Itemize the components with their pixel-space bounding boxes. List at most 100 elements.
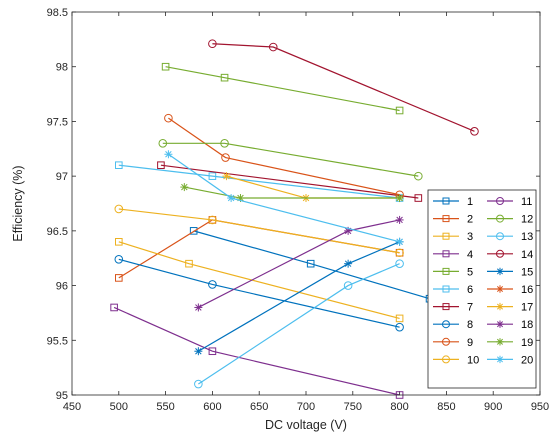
legend-item: 2: [433, 214, 473, 226]
series-line: [118, 164, 400, 199]
series-3: [115, 238, 404, 323]
data-point-square: [442, 285, 450, 293]
asterisk-stroke: [496, 321, 504, 328]
data-point-square: [395, 106, 404, 115]
series-13: [194, 259, 404, 389]
legend-label: 10: [467, 354, 479, 366]
y-tick-label: 95.5: [47, 335, 68, 347]
series-20: [164, 150, 404, 246]
data-point-square: [161, 62, 170, 71]
legend-item: 5: [433, 266, 473, 278]
series-5: [161, 62, 404, 115]
legend-label: 8: [467, 319, 473, 331]
data-point-circle: [158, 139, 168, 148]
data-point-square: [185, 259, 193, 268]
legend-label: 12: [521, 214, 533, 226]
legend-item: 10: [433, 354, 479, 366]
series-14: [208, 39, 479, 136]
legend-label: 18: [521, 319, 533, 331]
data-point-circle: [194, 379, 203, 389]
legend-label: 16: [521, 284, 533, 296]
y-axis-title: Efficiency (%): [11, 165, 25, 241]
series-12: [158, 139, 423, 181]
data-point-circle: [395, 248, 404, 258]
data-point-square: [442, 267, 450, 275]
data-point-asterisk: [395, 215, 404, 224]
legend-item: 7: [433, 302, 473, 314]
series-line: [198, 263, 400, 385]
legend-item: 17: [487, 302, 533, 314]
x-tick-label: 450: [63, 401, 81, 413]
data-point-circle: [442, 355, 450, 364]
data-point-circle: [496, 249, 504, 258]
data-point-circle: [343, 281, 353, 290]
legend-item: 20: [487, 354, 533, 366]
data-point-square: [442, 197, 450, 205]
data-point-circle: [395, 259, 404, 268]
x-axis-title: DC voltage (V): [265, 418, 347, 432]
legend-label: 9: [467, 337, 473, 349]
series-line: [118, 241, 400, 319]
x-tick-label: 500: [110, 401, 128, 413]
asterisk-stroke: [496, 285, 504, 293]
data-point-square: [442, 250, 450, 258]
data-point-circle: [496, 197, 504, 205]
data-point-square: [115, 274, 123, 282]
y-tick-label: 98.5: [47, 7, 68, 19]
series-line: [118, 208, 400, 254]
data-point-asterisk: [496, 267, 504, 276]
data-point-asterisk: [496, 355, 504, 364]
data-point-circle: [208, 280, 217, 289]
series-line: [118, 258, 400, 328]
asterisk-stroke: [496, 268, 504, 275]
legend-label: 6: [467, 284, 473, 296]
asterisk-stroke: [344, 260, 352, 267]
y-tick-label: 95: [56, 390, 68, 402]
data-point-asterisk: [180, 183, 189, 192]
asterisk-stroke: [181, 183, 188, 191]
data-point-asterisk: [496, 338, 504, 346]
data-point-square: [208, 347, 217, 356]
data-point-circle: [470, 126, 479, 136]
x-tick-label: 650: [250, 401, 268, 413]
series-9: [164, 113, 404, 200]
x-tick-label: 900: [484, 401, 502, 413]
plot-frame: [71, 11, 541, 396]
data-point-circle: [208, 215, 217, 225]
data-point-asterisk: [496, 285, 504, 293]
legend-label: 2: [467, 214, 473, 226]
asterisk-stroke: [496, 356, 504, 363]
data-point-square: [157, 161, 165, 169]
asterisk-stroke: [223, 172, 230, 180]
data-point-circle: [414, 171, 423, 181]
x-tick-label: 750: [344, 401, 362, 413]
asterisk-stroke: [396, 194, 403, 202]
series-layer: [110, 39, 479, 399]
series-10: [114, 204, 404, 258]
legend-label: 17: [521, 302, 533, 314]
legend-item: 19: [487, 337, 533, 349]
data-point-square: [442, 303, 450, 311]
x-tick-label: 800: [390, 401, 408, 413]
legend-item: 6: [433, 284, 473, 296]
data-point-square: [395, 314, 404, 323]
data-point-circle: [114, 204, 124, 214]
data-point-square: [306, 259, 315, 268]
data-point-asterisk: [194, 347, 203, 356]
asterisk-stroke: [496, 338, 504, 345]
data-point-square: [414, 194, 423, 202]
series-line: [160, 164, 419, 199]
y-tick-label: 97: [56, 171, 68, 183]
asterisk-stroke: [195, 347, 202, 355]
legend-item: 12: [487, 214, 533, 226]
legend-item: 4: [433, 249, 473, 261]
data-point-asterisk: [395, 194, 404, 203]
asterisk-stroke: [165, 151, 172, 158]
legend-item: 15: [487, 266, 533, 278]
data-point-circle: [221, 153, 230, 162]
x-tick-label: 700: [297, 401, 315, 413]
data-point-asterisk: [496, 302, 504, 311]
data-point-circle: [164, 113, 173, 123]
